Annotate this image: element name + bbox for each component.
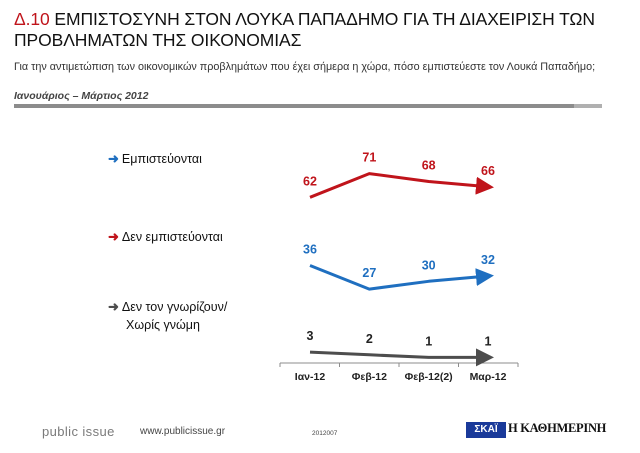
series-line-0 bbox=[309, 264, 494, 291]
legend-label: Δεν εμπιστεύονται bbox=[121, 230, 223, 244]
data-label: 30 bbox=[422, 258, 436, 272]
x-tick-label: Μαρ-12 bbox=[470, 371, 507, 383]
data-label: 3 bbox=[307, 329, 314, 343]
legend-arrow-icon: ➜ bbox=[108, 229, 119, 244]
chart-question: Για την αντιμετώπιση των οικονομικών προ… bbox=[14, 61, 596, 73]
x-tick-label: Ιαν-12 bbox=[295, 371, 326, 383]
data-label: 1 bbox=[425, 334, 432, 348]
data-label: 71 bbox=[362, 151, 376, 165]
skai-logo: ΣΚΑΪ bbox=[466, 422, 506, 438]
header-divider bbox=[14, 104, 602, 108]
legend-item-unknown: ➜ Δεν τον γνωρίζουν/ Χωρίς γνώμη bbox=[108, 298, 227, 334]
data-label: 2 bbox=[366, 332, 373, 346]
brand-url[interactable]: www.publicissue.gr bbox=[140, 426, 226, 437]
kathimerini-logo: Η ΚΑΘΗΜΕΡΙΝΗ bbox=[508, 421, 607, 435]
chart-title-text: ΕΜΠΙΣΤΟΣΥΝΗ ΣΤΟΝ ΛΟΥΚΑ ΠΑΠΑΔΗΜΟ ΓΙΑ ΤΗ Δ… bbox=[14, 9, 595, 50]
legend-label: Χωρίς γνώμη bbox=[126, 318, 200, 332]
x-tick-label: Φεβ-12(2) bbox=[405, 371, 453, 383]
series-line-2 bbox=[309, 348, 494, 367]
chart-period: Ιανουάριος – Μάρτιος 2012 bbox=[14, 90, 149, 102]
survey-code: 2012007 bbox=[312, 430, 338, 437]
legend-item-distrust: ➜ Δεν εμπιστεύονται bbox=[108, 228, 223, 246]
brand-logo: public issue bbox=[42, 424, 115, 439]
data-label: 68 bbox=[422, 159, 436, 173]
data-label: 36 bbox=[303, 243, 317, 257]
chart-code: Δ.10 bbox=[14, 9, 50, 29]
chart-title: Δ.10 ΕΜΠΙΣΤΟΣΥΝΗ ΣΤΟΝ ΛΟΥΚΑ ΠΑΠΑΔΗΜΟ ΓΙΑ… bbox=[14, 9, 614, 51]
data-label: 27 bbox=[362, 266, 376, 280]
legend-item-trust: ➜ Εμπιστεύονται bbox=[108, 150, 202, 168]
data-label: 62 bbox=[303, 174, 317, 188]
data-label: 66 bbox=[481, 164, 495, 178]
legend-arrow-icon: ➜ bbox=[108, 299, 119, 314]
legend-label: Εμπιστεύονται bbox=[121, 152, 202, 166]
data-label: 32 bbox=[481, 253, 495, 267]
data-label: 1 bbox=[485, 334, 492, 348]
x-tick-label: Φεβ-12 bbox=[352, 371, 387, 383]
legend-arrow-icon: ➜ bbox=[108, 151, 119, 166]
series-line-1 bbox=[309, 172, 494, 199]
legend-label: Δεν τον γνωρίζουν/ bbox=[121, 300, 228, 314]
